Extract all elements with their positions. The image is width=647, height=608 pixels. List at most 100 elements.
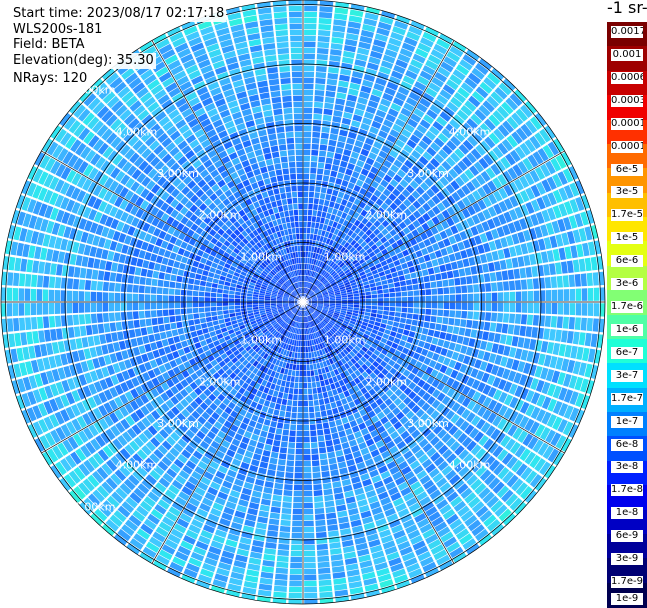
ray-gate [196,268,203,274]
ray-gate [286,406,291,412]
ray-gate [282,199,287,205]
ray-gate [252,540,264,547]
ray-gate [175,289,181,295]
ray-gate [128,321,134,329]
ray-gate [121,312,127,320]
ray-gate [429,344,436,352]
ray-gate [309,412,314,418]
ray-gate [285,381,290,387]
ray-gate [14,333,21,346]
ray-gate [181,309,187,315]
ray-gate [284,418,290,424]
ray-gate [283,429,289,435]
ray-gate [516,303,522,313]
ray-gate [534,303,540,314]
ray-gate [37,275,43,287]
ray-gate [317,211,322,217]
ray-gate [304,114,312,120]
ray-gate [281,156,288,162]
ray-gate [311,448,318,454]
ray-gate [79,314,85,324]
ray-gate [304,431,310,437]
ray-gate [93,259,100,269]
ray-gate [255,448,263,455]
ray-gate [202,252,209,259]
ray-gate [44,330,51,342]
ray-gate [188,278,194,284]
ray-gate [289,593,302,599]
ray-gate [135,267,142,275]
ray-gate [49,276,55,288]
ray-gate [278,206,283,212]
ray-gate [291,376,295,382]
ray-gate [303,180,308,186]
ray-gate [151,295,157,302]
ray-gate [311,156,318,162]
ray-gate [298,198,303,204]
ray-gate [279,187,285,193]
ray-gate [315,375,319,381]
ray-gate [274,115,283,121]
ray-gate [265,542,277,549]
ray-gate [508,324,515,334]
ray-gate [304,569,316,575]
ray-gate [314,108,323,114]
ray-gate [450,303,456,310]
ray-gate [275,194,281,200]
ray-gate [330,427,337,434]
ray-gate [275,24,288,30]
ray-gate [73,279,79,290]
ray-gate [261,141,269,148]
ray-gate [390,331,397,337]
ray-gate [286,192,291,198]
ray-gate [309,192,314,198]
ray-gate [295,467,303,473]
ray-gate [199,292,205,297]
ray-gate [327,391,333,397]
ray-gate [253,307,259,310]
ray-gate [111,332,118,341]
ray-gate [68,266,75,277]
ray-gate [283,168,289,174]
ray-gate [212,283,218,288]
ray-gate [119,254,126,263]
ray-gate [314,198,319,204]
ray-gate [139,294,145,301]
ray-gate [509,314,515,324]
ray-gate [285,478,293,484]
ray-gate [49,290,55,301]
ray-gate [206,338,213,344]
ray-gate [269,458,277,465]
ray-gate [247,293,253,296]
ray-gate [299,222,303,227]
ray-gate [318,229,322,235]
ray-gate [461,311,467,319]
ray-gate [123,265,130,274]
ray-gate [314,400,319,406]
ray-gate [517,337,524,348]
ray-gate [110,323,116,332]
ray-gate [314,192,319,198]
ray-gate [297,425,303,431]
ray-gate [434,331,441,338]
ray-gate [280,520,290,526]
ray-gate [303,425,309,431]
ray-gate [314,370,318,376]
ray-gate [284,211,289,217]
ray-gate [387,320,393,325]
ray-gate [122,321,128,330]
ray-gate [396,333,403,339]
ray-gate [58,251,65,263]
ray-gate [304,521,314,527]
ray-gate [162,257,169,265]
ray-gate [301,341,303,346]
ray-gate [309,186,314,192]
ray-gate [163,295,169,301]
ray-gate [284,180,290,186]
ray-gate [336,505,346,512]
ray-gate [334,493,344,500]
ray-gate [309,198,314,204]
ray-gate [199,286,205,291]
ray-gate [313,478,321,484]
ray-gate [157,310,163,317]
